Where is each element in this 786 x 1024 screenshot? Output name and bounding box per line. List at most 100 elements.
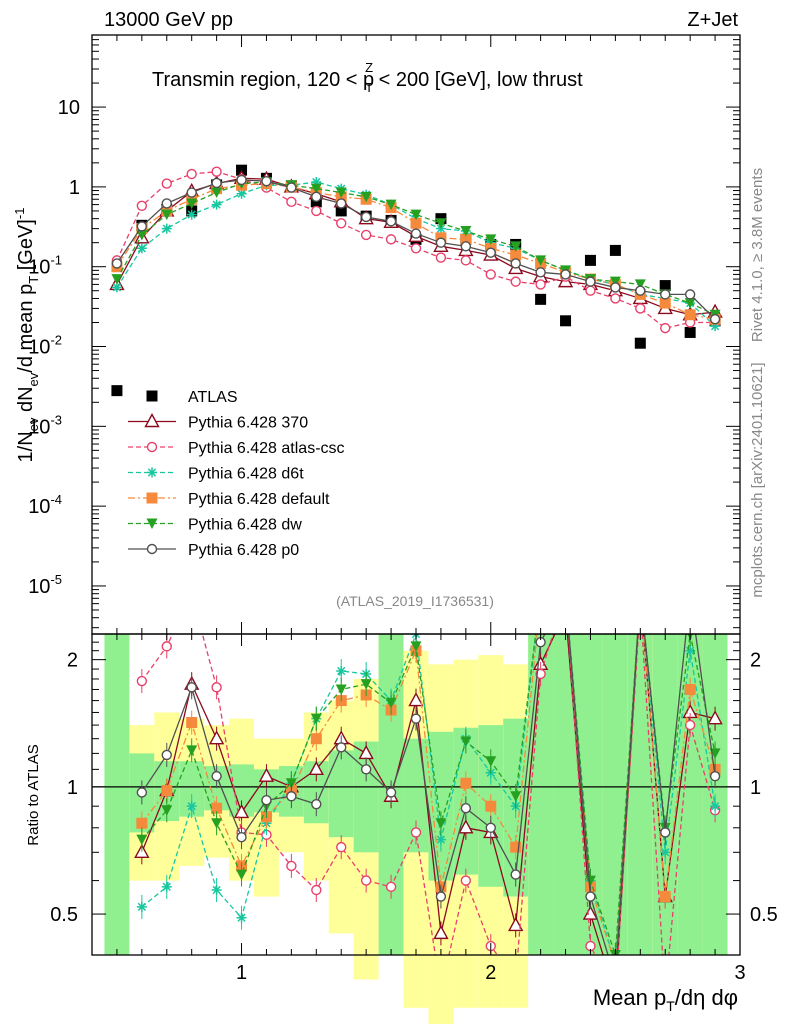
point-atlas_csc bbox=[360, 229, 372, 241]
y-tick-exponent: -5 bbox=[50, 572, 62, 587]
point-p0 bbox=[360, 211, 372, 223]
point-p0 bbox=[560, 269, 571, 280]
point-p0 bbox=[385, 216, 397, 227]
ratio-point-p370 bbox=[258, 767, 275, 782]
plot-title: Transmin region, 120 < pZ T < 200 [GeV], … bbox=[152, 60, 583, 95]
ratio-line-p0 bbox=[141, 634, 716, 955]
point-p0 bbox=[660, 289, 671, 300]
point-atlas_csc bbox=[535, 279, 546, 290]
ratio-point-p370 bbox=[433, 924, 449, 940]
main-series bbox=[109, 164, 723, 397]
ratio-point-p0 bbox=[211, 770, 222, 782]
ratio-point-p370 bbox=[408, 692, 424, 707]
point-d6t bbox=[311, 177, 322, 188]
ratio-y-tick-label-right: 2 bbox=[750, 650, 761, 672]
point-p0 bbox=[535, 267, 546, 278]
y-tick-label: 10-5 bbox=[28, 572, 62, 598]
point-atlas bbox=[335, 205, 347, 217]
rivet-label: Rivet 4.1.0, ≥ 3.8M events bbox=[749, 168, 766, 342]
ratio-line-atlas_csc bbox=[141, 634, 716, 955]
ratio-point-default bbox=[485, 800, 497, 812]
point-default bbox=[460, 233, 472, 245]
ratio-point-d6t bbox=[136, 901, 147, 912]
ratio-point-p370 bbox=[308, 760, 324, 776]
point-d6t bbox=[186, 209, 197, 220]
ratio-point-dw bbox=[186, 745, 198, 756]
point-p0 bbox=[684, 289, 696, 300]
ratio-point-atlas_csc bbox=[360, 875, 372, 886]
ratio-point-d6t bbox=[186, 801, 197, 812]
ratio-point-dw bbox=[510, 791, 522, 802]
point-p0 bbox=[111, 258, 123, 269]
ratio-point-p370 bbox=[707, 710, 723, 725]
point-dw bbox=[510, 241, 522, 252]
analysis-id: (ATLAS_2019_I1736531) bbox=[336, 593, 494, 609]
ratio-point-atlas_csc bbox=[460, 875, 472, 886]
legend-label-default: Pythia 6.428 default bbox=[188, 491, 330, 508]
ratio-point-p0 bbox=[410, 713, 422, 724]
point-atlas_csc bbox=[136, 200, 148, 211]
legend-item-d6t: Pythia 6.428 d6t bbox=[128, 466, 304, 483]
y-tick-exponent: -2 bbox=[50, 333, 62, 348]
ratio-point-d6t bbox=[660, 847, 671, 858]
ratio-point-atlas_csc bbox=[684, 719, 696, 731]
legend-item-p370: Pythia 6.428 370 bbox=[128, 413, 308, 432]
y-tick-label: 10-2 bbox=[28, 333, 62, 359]
energy-label: 13000 GeV pp bbox=[104, 9, 233, 31]
ratio-atlas_csc bbox=[136, 634, 721, 955]
point-d6t bbox=[136, 243, 147, 254]
legend-label-p370: Pythia 6.428 370 bbox=[188, 415, 308, 432]
point-dw bbox=[634, 279, 646, 290]
ratio-line-dw bbox=[141, 634, 716, 955]
legend-item-dw: Pythia 6.428 dw bbox=[128, 517, 302, 534]
y-tick-label: 10-3 bbox=[28, 412, 62, 438]
legend-label-dw: Pythia 6.428 dw bbox=[188, 517, 302, 534]
point-default bbox=[659, 297, 671, 309]
point-dw bbox=[335, 187, 347, 199]
point-dw bbox=[310, 183, 322, 195]
point-p0 bbox=[211, 177, 222, 189]
point-atlas_csc bbox=[585, 285, 596, 296]
legend-label-d6t: Pythia 6.428 d6t bbox=[188, 466, 304, 483]
point-atlas_csc bbox=[410, 243, 422, 254]
point-atlas_csc bbox=[161, 178, 172, 189]
point-atlas_csc bbox=[510, 276, 521, 287]
ratio-point-dw bbox=[211, 818, 223, 829]
band-inner-bin bbox=[328, 750, 354, 838]
ratio-point-d6t bbox=[685, 645, 696, 656]
point-atlas bbox=[684, 326, 696, 338]
point-d6t bbox=[710, 321, 721, 332]
ratio-point-p0 bbox=[510, 869, 521, 880]
band-inner-bin bbox=[104, 634, 130, 955]
point-d6t bbox=[161, 223, 172, 234]
ratio-point-dw bbox=[410, 641, 422, 652]
point-atlas_csc bbox=[660, 322, 671, 334]
point-atlas bbox=[609, 244, 621, 256]
ratio-point-p0 bbox=[236, 832, 247, 843]
ratio-point-p0 bbox=[485, 822, 496, 833]
point-atlas_csc bbox=[610, 293, 621, 304]
ratio-point-d6t bbox=[236, 912, 247, 923]
y-tick-exponent: -4 bbox=[50, 492, 62, 507]
ratio-point-default bbox=[684, 683, 696, 695]
ratio-y-tick-label-right: 1 bbox=[750, 777, 761, 799]
ratio-point-d6t bbox=[435, 834, 446, 845]
line-d6t bbox=[116, 181, 716, 327]
ratio-point-p0 bbox=[660, 827, 671, 838]
ratio-point-p0 bbox=[161, 749, 172, 761]
plot-title-sup: Z bbox=[365, 60, 373, 75]
point-dw bbox=[535, 255, 547, 266]
ratio-series bbox=[92, 634, 740, 955]
ratio-point-dw bbox=[161, 805, 173, 816]
ratio-point-d6t bbox=[161, 881, 172, 892]
legend-marker-atlas_csc bbox=[146, 441, 158, 453]
point-atlas bbox=[584, 254, 596, 266]
plot-title-rest: < 200 [GeV], low thrust bbox=[373, 69, 583, 91]
point-p0 bbox=[485, 247, 496, 258]
ratio-point-d6t bbox=[211, 885, 222, 896]
point-dw bbox=[609, 276, 621, 288]
ratio-point-atlas_csc bbox=[286, 860, 297, 872]
point-atlas bbox=[111, 385, 123, 397]
ratio-point-atlas_csc bbox=[535, 668, 546, 680]
ratio-p0 bbox=[136, 634, 721, 955]
